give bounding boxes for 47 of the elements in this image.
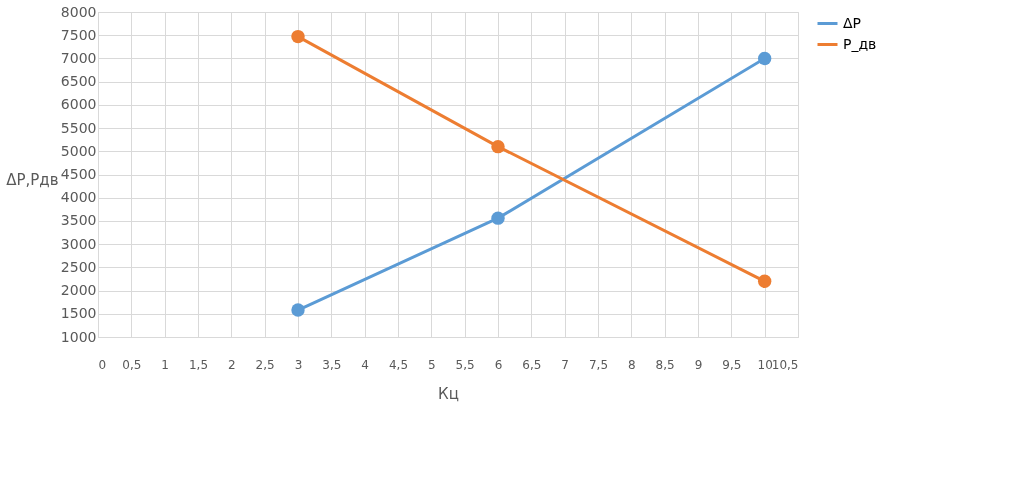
legend-label: ΔP	[843, 14, 862, 31]
x-tick-label: 3	[294, 357, 303, 372]
x-tick-label: 1	[161, 357, 169, 372]
x-axis-title: Кц	[438, 384, 459, 403]
y-tick-label: 3000	[60, 235, 97, 252]
x-tick-label: 7	[561, 357, 569, 372]
y-tick-label: 6000	[60, 96, 97, 113]
y-tick-label: 5000	[60, 142, 97, 159]
x-tick-label: 6	[494, 357, 503, 372]
x-tick-label: 3,5	[322, 357, 342, 372]
y-tick-label: 8000	[60, 3, 97, 20]
point	[757, 51, 772, 66]
y-tick-label: 2500	[60, 258, 97, 275]
y-tick-label: 5500	[60, 119, 97, 136]
x-tick-label: 2	[228, 357, 236, 372]
y-tick-label: 4500	[60, 166, 97, 182]
x-tick-label: 0	[98, 357, 107, 372]
x-tick-label: 4,5	[388, 357, 409, 372]
point	[491, 139, 505, 154]
x-tick-label: 8	[628, 357, 636, 372]
point	[491, 211, 505, 225]
x-tick-label: 4	[361, 357, 369, 372]
x-tick-label: 5	[428, 357, 436, 372]
x-tick-label: 10	[757, 357, 773, 372]
y-tick-label: 7000	[60, 49, 97, 66]
y-tick-label: 3500	[60, 212, 97, 229]
x-tick-label: 2,5	[255, 357, 275, 372]
x-tick-label: 9	[694, 357, 703, 372]
y-axis-title: ΔP,Pдв	[6, 170, 59, 189]
x-tick-label: 7,5	[588, 357, 609, 372]
x-tick-label: 5,5	[455, 357, 475, 372]
y-tick-label: 2000	[60, 282, 97, 299]
x-tick-label: 8,5	[655, 357, 675, 372]
y-tick-label: 7500	[60, 26, 97, 43]
y-tick-label: 1000	[60, 328, 97, 345]
point	[291, 303, 305, 317]
y-tick-label: 4000	[60, 189, 97, 206]
x-tick-label: 6,5	[522, 357, 542, 372]
point	[757, 274, 772, 288]
y-tick-label: 1500	[60, 305, 97, 322]
point	[291, 29, 305, 44]
x-tick-label: 0,5	[122, 357, 142, 372]
y-tick-label: 6500	[60, 73, 97, 90]
x-tick-label: 9,5	[722, 357, 742, 372]
x-tick-label: 10,5	[771, 357, 799, 372]
x-tick-label: 1,5	[188, 357, 209, 372]
legend-label: P_дв	[843, 35, 877, 52]
